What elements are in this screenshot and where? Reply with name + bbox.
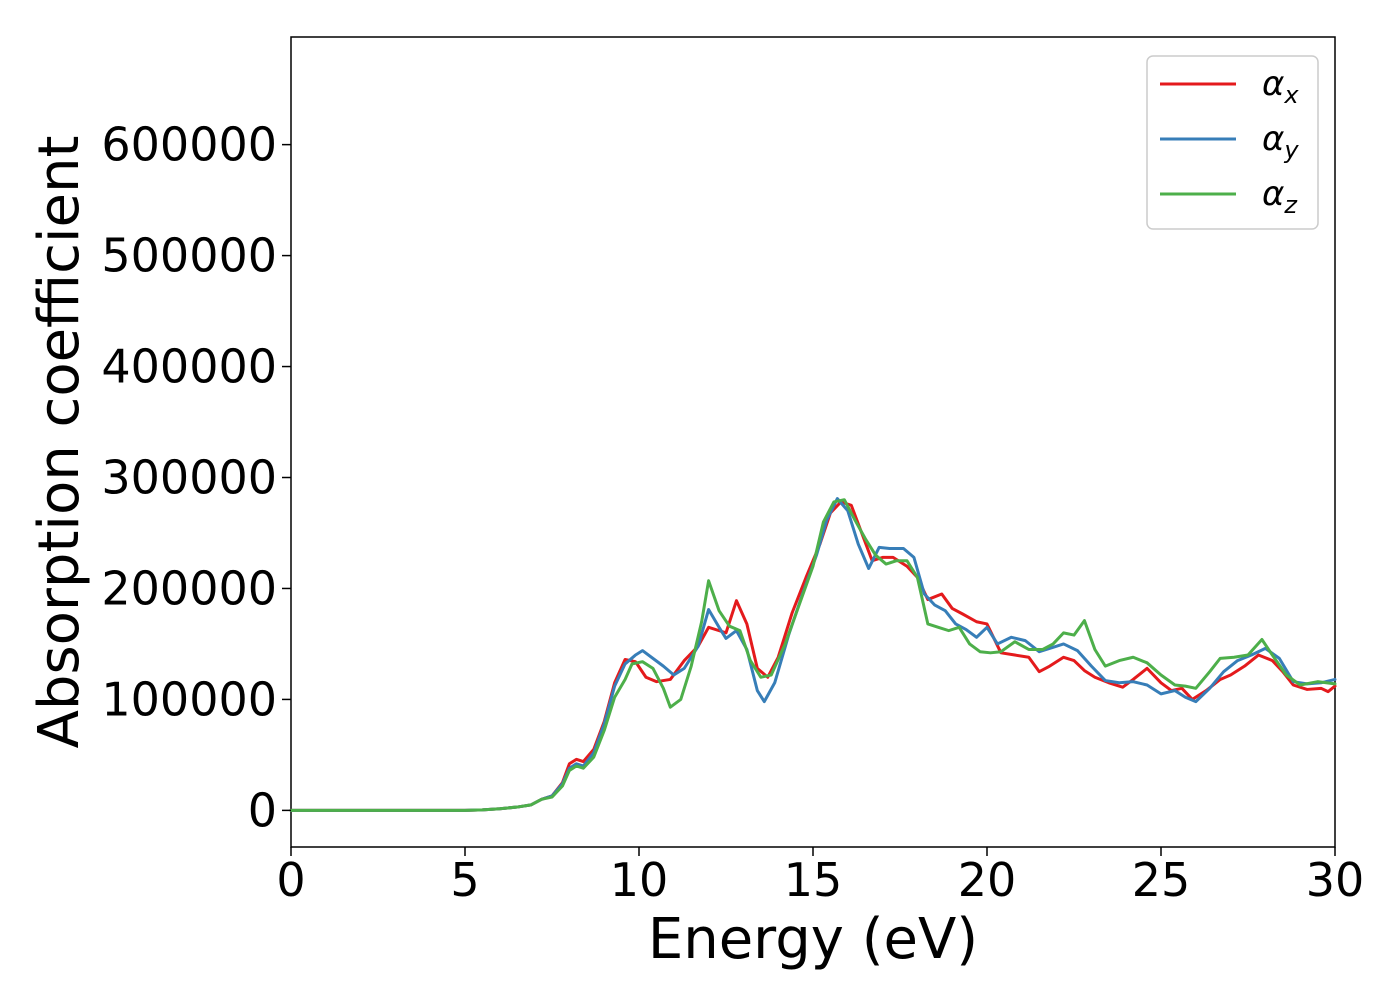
y-tick-label: 400000 bbox=[101, 340, 277, 394]
x-tick-label: 0 bbox=[276, 853, 305, 907]
x-tick-label: 30 bbox=[1306, 853, 1365, 907]
series-line-y bbox=[289, 497, 1337, 812]
x-tick-label: 15 bbox=[784, 853, 843, 907]
x-tick-label: 25 bbox=[1132, 853, 1191, 907]
x-tick-label: 20 bbox=[958, 853, 1017, 907]
legend-item-x: αx bbox=[1160, 64, 1299, 109]
y-tick-label: 100000 bbox=[101, 672, 277, 726]
y-tick-label: 300000 bbox=[101, 451, 277, 505]
legend-subscript: y bbox=[1283, 136, 1299, 164]
series-group bbox=[289, 497, 1337, 812]
legend-subscript: x bbox=[1283, 81, 1299, 109]
series-line-z bbox=[289, 498, 1337, 812]
y-axis-ticks: 0 100000 200000 300000 400000 500000 600000 bbox=[101, 118, 291, 837]
y-axis-title: Absorption coefficient bbox=[27, 136, 92, 749]
plot-area: 0 5 10 15 20 25 30 0 100000 200000 300000 400000 50… bbox=[101, 36, 1364, 907]
x-axis-ticks: 0 5 10 15 20 25 30 bbox=[276, 847, 1364, 907]
series-line-x bbox=[289, 500, 1337, 812]
x-axis-title: Energy (eV) bbox=[648, 907, 978, 972]
y-tick-label: 200000 bbox=[101, 561, 277, 615]
y-tick-label: 500000 bbox=[101, 229, 277, 283]
legend-box bbox=[1146, 55, 1319, 230]
y-tick-label: 600000 bbox=[101, 118, 277, 172]
x-tick-label: 5 bbox=[450, 853, 479, 907]
x-tick-label: 10 bbox=[610, 853, 669, 907]
y-tick-label: 0 bbox=[248, 783, 277, 837]
legend-subscript: z bbox=[1283, 191, 1298, 219]
